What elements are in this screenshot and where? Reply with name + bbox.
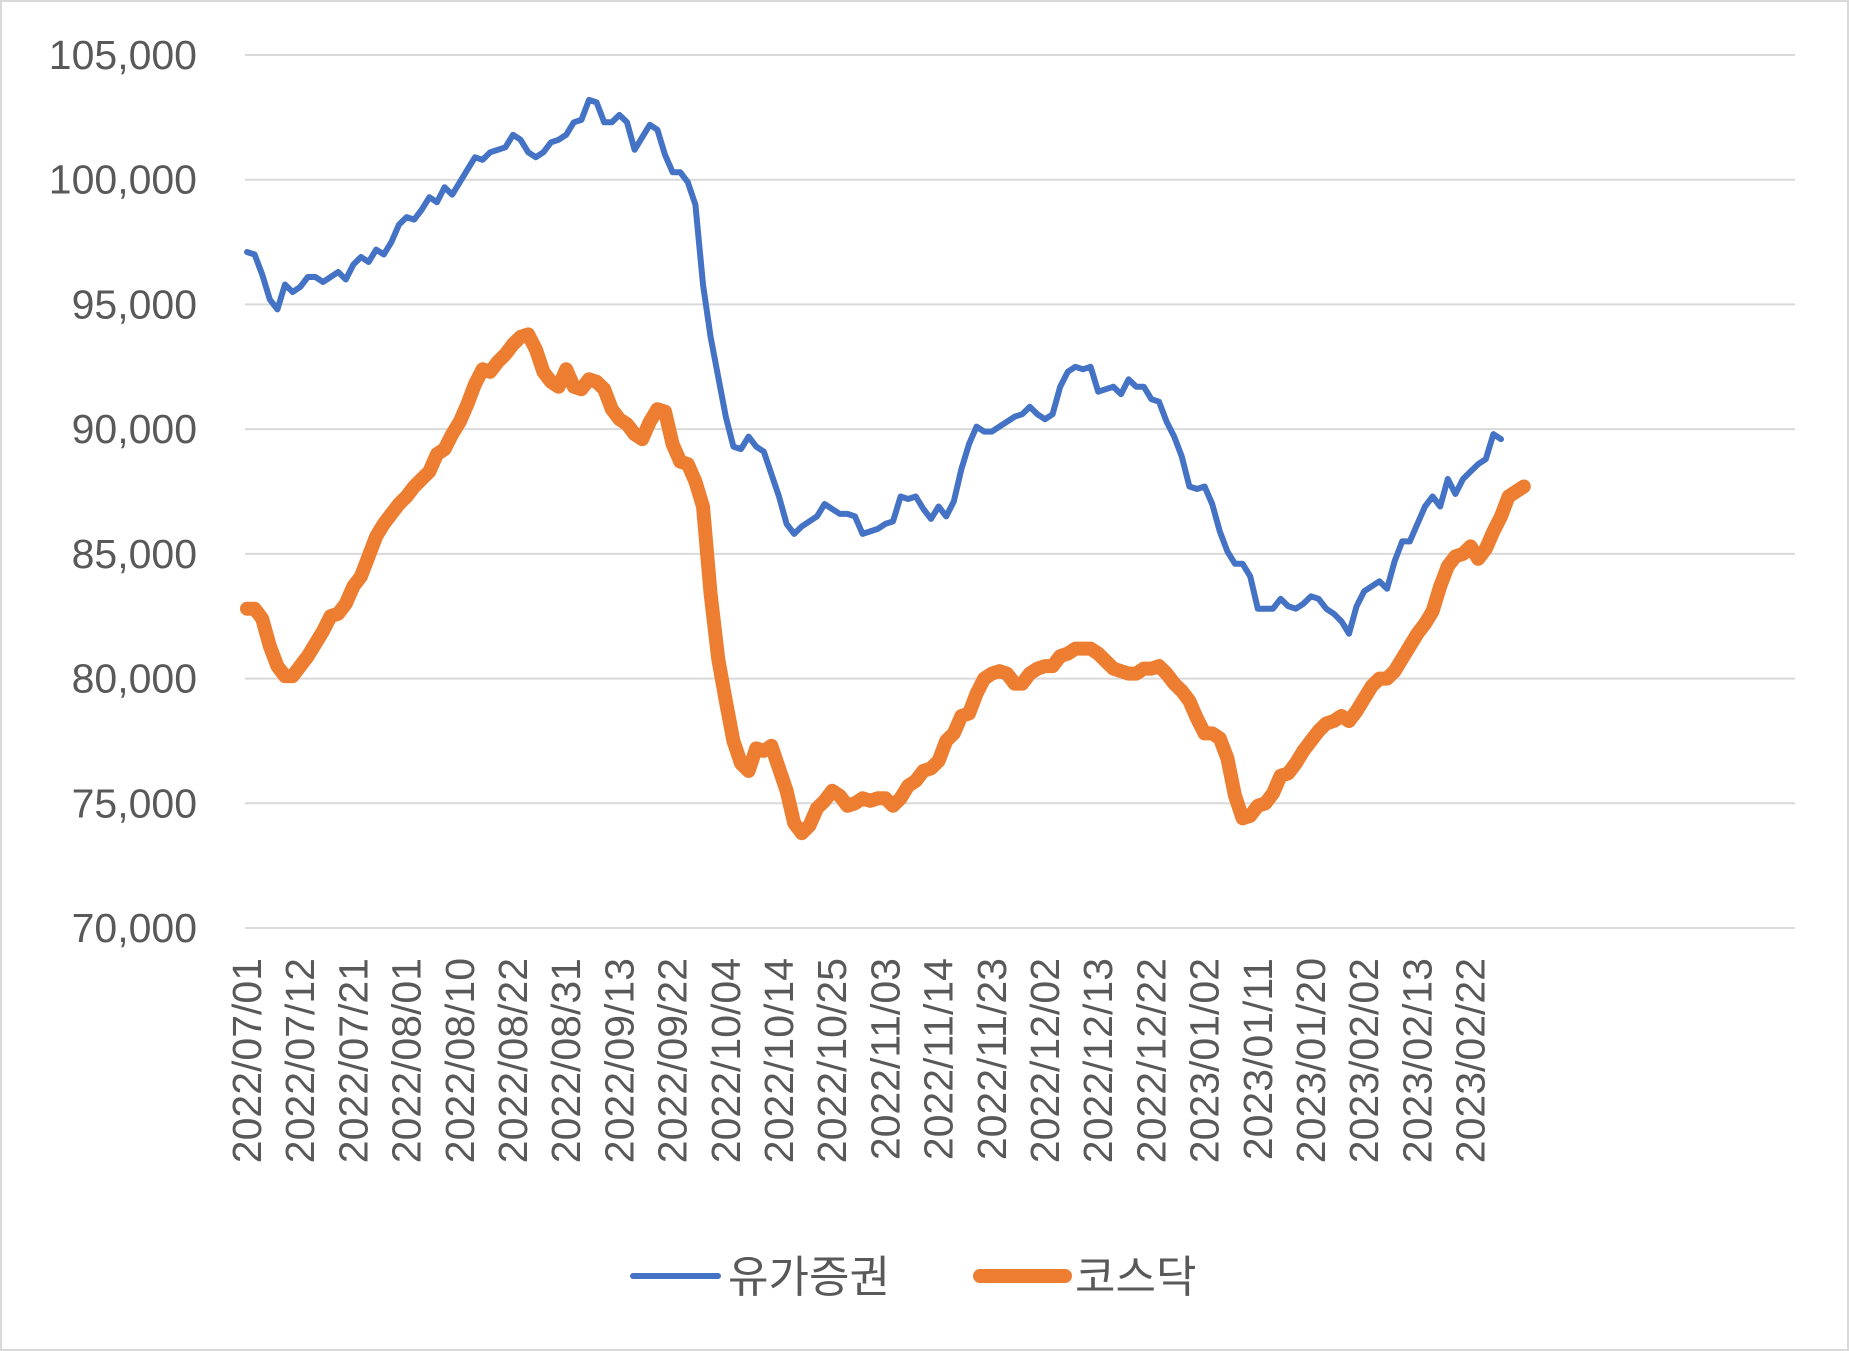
x-tick-label: 2023/01/20 <box>1288 958 1334 1163</box>
x-tick-label: 2022/07/12 <box>277 958 323 1163</box>
series-line-0 <box>244 96 1504 637</box>
x-axis-tick-labels: 2022/07/01 2022/07/12 2022/07/21 2022/08/01… <box>224 958 1494 1163</box>
x-tick-label: 2022/10/25 <box>809 958 855 1163</box>
legend-item-1: 코스닥 <box>973 1253 1196 1302</box>
y-tick-label: 85,000 <box>72 531 197 577</box>
x-tick-label: 2022/12/13 <box>1075 958 1121 1163</box>
series-lines <box>240 96 1531 841</box>
series-line-1 <box>240 327 1531 841</box>
gridlines <box>245 54 1795 929</box>
x-tick-label: 2022/10/04 <box>703 958 749 1163</box>
x-tick-label: 2022/08/22 <box>490 958 536 1163</box>
x-tick-label: 2022/11/03 <box>862 958 908 1160</box>
y-tick-label: 70,000 <box>72 905 197 951</box>
x-tick-label: 2022/09/13 <box>596 958 642 1163</box>
y-tick-label: 100,000 <box>49 157 197 203</box>
x-tick-label: 2022/12/22 <box>1128 958 1174 1163</box>
x-tick-label: 2022/07/01 <box>224 958 270 1163</box>
x-tick-label: 2023/01/02 <box>1182 958 1228 1163</box>
x-tick-label: 2022/09/22 <box>650 958 696 1163</box>
x-tick-label: 2022/08/01 <box>384 958 430 1163</box>
y-tick-label: 75,000 <box>72 780 197 826</box>
y-tick-label: 80,000 <box>72 656 197 702</box>
x-tick-label: 2023/02/13 <box>1394 958 1440 1163</box>
x-tick-label: 2022/11/23 <box>969 958 1015 1160</box>
y-tick-label: 90,000 <box>72 406 197 452</box>
x-tick-label: 2022/10/14 <box>756 958 802 1163</box>
x-tick-label: 2023/01/11 <box>1235 958 1281 1160</box>
legend-label: 유가증권 <box>728 1253 890 1302</box>
x-tick-label: 2022/07/21 <box>330 958 376 1163</box>
legend-label: 코스닥 <box>1075 1253 1196 1302</box>
x-tick-label: 2022/08/10 <box>437 958 483 1163</box>
legend-item-0: 유가증권 <box>630 1253 890 1302</box>
y-tick-label: 105,000 <box>49 32 197 78</box>
x-tick-label: 2023/02/02 <box>1341 958 1387 1163</box>
y-axis-tick-labels: 70,000 75,000 80,000 85,000 90,000 95,000 100,… <box>49 32 197 951</box>
y-tick-label: 95,000 <box>72 281 197 327</box>
x-tick-label: 2023/02/22 <box>1448 958 1494 1163</box>
x-tick-label: 2022/12/02 <box>1022 958 1068 1163</box>
legend: 유가증권 코스닥 <box>630 1253 1196 1302</box>
x-tick-label: 2022/08/31 <box>543 958 589 1163</box>
x-tick-label: 2022/11/14 <box>916 958 962 1160</box>
